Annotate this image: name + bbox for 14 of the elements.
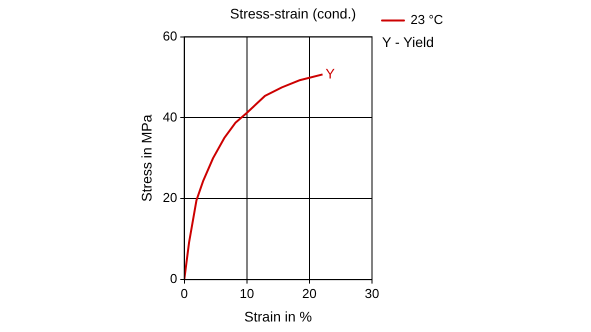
chart-title: Stress-strain (cond.) <box>230 5 356 22</box>
text: Y - Yield <box>382 34 434 50</box>
y-tick-label: 0 <box>170 271 178 286</box>
x-tick-label: 10 <box>240 286 254 301</box>
y-tick-label: 40 <box>162 109 178 124</box>
y-tick-label: 20 <box>162 190 178 206</box>
x-axis-title: Strain in % <box>244 308 312 324</box>
y-tick-label: 60 <box>162 28 178 44</box>
annotation: Y <box>326 65 336 82</box>
x-tick-label: 30 <box>364 286 380 301</box>
x-tick-label: 0 <box>180 286 188 301</box>
y-axis-title: Stress in MPa <box>138 114 154 202</box>
legend-label: 23 °C <box>410 12 444 28</box>
x-tick-label: 20 <box>302 286 317 301</box>
